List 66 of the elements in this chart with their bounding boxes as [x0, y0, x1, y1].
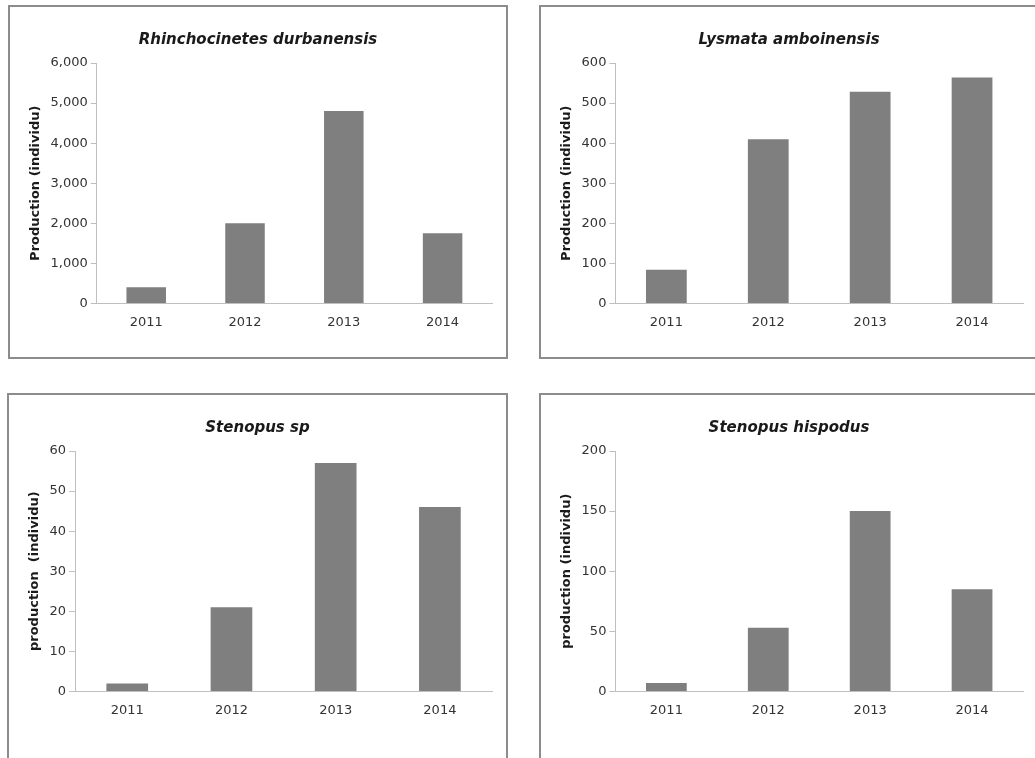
bar: [951, 589, 993, 691]
bar: [324, 111, 364, 303]
y-tick-label: 150: [581, 502, 607, 518]
y-tick-label: 0: [57, 682, 67, 698]
y-tick-label: 6,000: [50, 54, 88, 70]
x-tick-label: 2013: [853, 701, 887, 717]
bar: [422, 233, 463, 303]
x-tick-label: 2011: [110, 701, 144, 717]
chart-title: Stenopus sp: [205, 417, 310, 436]
y-tick-label: 10: [49, 642, 67, 658]
y-axis-title: Production (individu): [558, 105, 574, 261]
bar: [747, 139, 789, 303]
chart-title: Stenopus hispodus: [708, 417, 870, 436]
y-tick-label: 100: [581, 254, 607, 270]
bar: [849, 91, 891, 303]
x-tick-label: 2012: [214, 701, 249, 717]
y-tick-label: 20: [49, 602, 67, 618]
x-tick-label: 2011: [129, 313, 163, 329]
bar: [419, 507, 461, 691]
y-tick-label: 50: [49, 482, 67, 498]
chart-title: Lysmata amboinensis: [698, 29, 880, 48]
x-tick-label: 2012: [751, 313, 785, 329]
x-tick-label: 2011: [649, 701, 683, 717]
y-tick-label: 0: [598, 682, 607, 698]
y-axis-title: Production (individu): [27, 105, 43, 261]
y-tick-label: 400: [581, 134, 607, 150]
y-tick-label: 600: [581, 54, 607, 70]
y-tick-label: 2,000: [50, 214, 88, 230]
bar: [951, 77, 993, 303]
bar: [645, 682, 687, 691]
y-tick-label: 5,000: [50, 94, 88, 110]
y-tick-label: 100: [581, 562, 607, 578]
y-tick-label: 1,000: [50, 254, 88, 270]
bar: [225, 223, 265, 303]
y-tick-label: 3,000: [50, 174, 88, 190]
y-axis-title: production (individu): [26, 491, 42, 652]
y-tick-label: 300: [581, 174, 607, 190]
y-tick-label: 0: [598, 294, 607, 310]
x-tick-label: 2014: [426, 313, 460, 329]
x-tick-label: 2014: [955, 701, 989, 717]
x-tick-label: 2012: [228, 313, 262, 329]
bar: [645, 269, 687, 303]
bar: [210, 607, 253, 691]
chart-title: Rhinchocinetes durbanensis: [138, 29, 378, 48]
y-tick-label: 50: [589, 622, 607, 638]
y-tick-label: 30: [49, 562, 67, 578]
x-tick-label: 2012: [751, 701, 785, 717]
bar: [747, 627, 789, 691]
x-tick-label: 2013: [327, 313, 361, 329]
x-tick-label: 2014: [955, 313, 989, 329]
bar: [126, 287, 166, 303]
x-tick-label: 2013: [853, 313, 887, 329]
y-tick-label: 4,000: [50, 134, 88, 150]
x-tick-label: 2014: [423, 701, 457, 717]
bar: [314, 463, 357, 691]
y-tick-label: 200: [581, 442, 607, 458]
y-tick-label: 200: [581, 214, 607, 230]
x-tick-label: 2013: [319, 701, 353, 717]
bar: [849, 511, 891, 691]
y-tick-label: 40: [49, 522, 67, 538]
bar: [106, 683, 149, 691]
y-tick-label: 0: [79, 294, 88, 310]
y-tick-label: 60: [49, 442, 67, 458]
x-tick-label: 2011: [649, 313, 683, 329]
y-tick-label: 500: [581, 94, 607, 110]
y-axis-title: production (individu): [558, 493, 574, 649]
